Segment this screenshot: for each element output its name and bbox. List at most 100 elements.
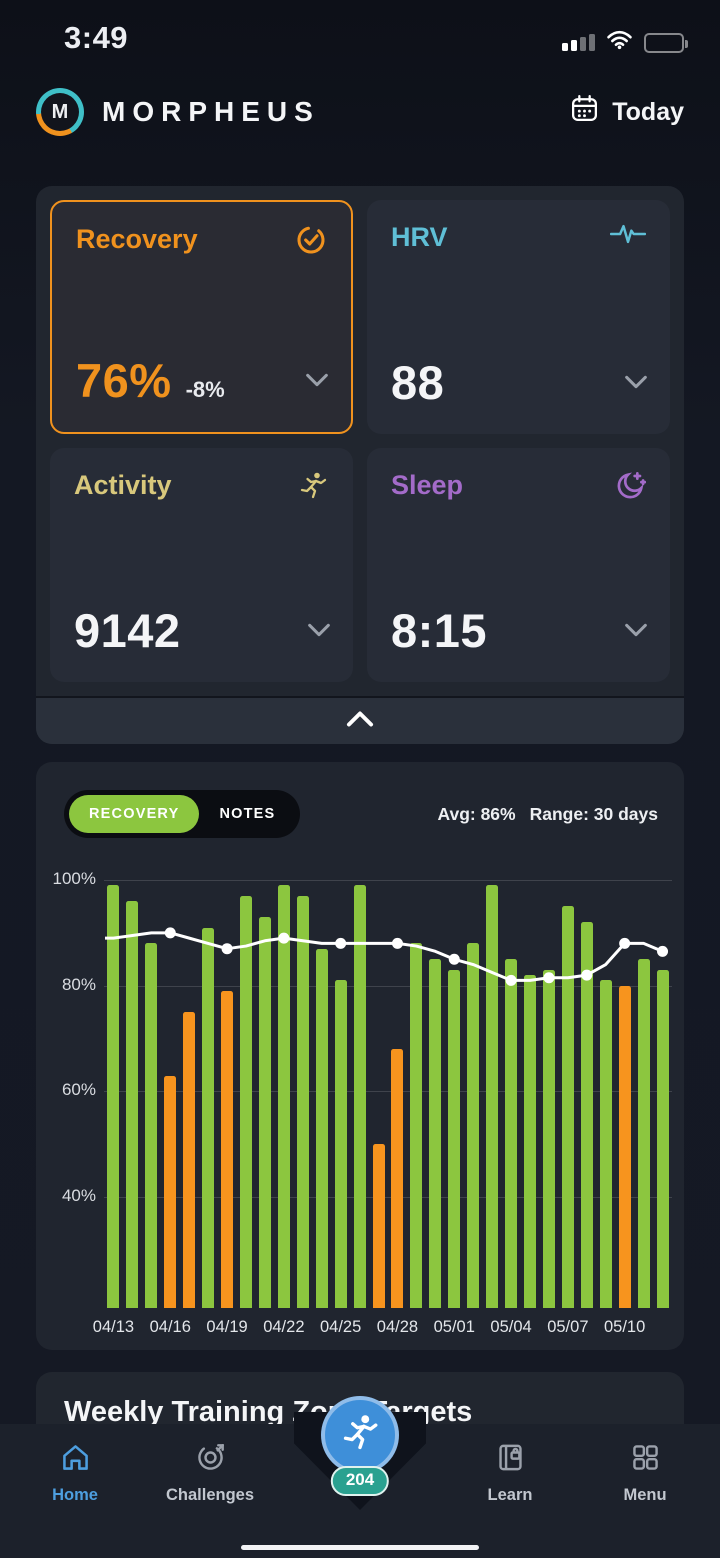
chart-area: 100% 80% 60% 40% 04/13 04/16 04/19 04/22 04/25 04… <box>52 860 672 1352</box>
chart-x-tick-label: 05/04 <box>490 1318 532 1336</box>
chart-bar <box>126 901 139 1308</box>
journal-lock-icon <box>495 1442 526 1478</box>
chart-bar <box>580 922 593 1308</box>
chart-bar <box>656 969 669 1308</box>
chart-bar <box>391 1049 404 1308</box>
pulse-waveform-icon <box>609 222 647 251</box>
home-icon <box>60 1442 91 1478</box>
chevron-down-icon[interactable] <box>307 623 331 642</box>
chart-trend-dot <box>335 937 347 949</box>
chart-bar <box>372 1144 385 1308</box>
nav-label: Home <box>52 1486 98 1504</box>
chart-bar <box>145 943 158 1308</box>
chart-bar <box>202 927 215 1308</box>
collapse-panel-button[interactable] <box>36 696 684 744</box>
chart-trend-dot <box>505 974 517 986</box>
logo-letter: M <box>41 93 79 131</box>
metric-value-row: 9142 <box>74 603 293 658</box>
chart-trend-dot <box>619 937 631 949</box>
chevron-down-icon[interactable] <box>305 373 329 392</box>
nav-label: Learn <box>487 1486 533 1504</box>
chart-trend-dot <box>221 943 233 955</box>
chart-y-tick-label: 60% <box>61 1080 96 1100</box>
metric-card-activity[interactable]: Activity 9142 <box>50 448 353 682</box>
metric-value: 88 <box>391 356 445 409</box>
runner-icon <box>297 470 329 507</box>
metric-label: HRV <box>391 222 448 252</box>
chart-tabs: RECOVERY NOTES <box>64 790 301 838</box>
chart-trend-dot <box>448 953 460 965</box>
chart-x-tick-label: 04/13 <box>92 1318 135 1336</box>
chart-x-tick-label: 05/10 <box>604 1318 646 1336</box>
metric-label: Recovery <box>76 224 198 254</box>
chart-bar <box>353 885 366 1308</box>
chart-panel: RECOVERY NOTES Avg: 86% Range: 30 days 1… <box>36 762 684 1350</box>
chart-bar <box>334 980 347 1308</box>
chart-bar <box>410 943 423 1308</box>
date-selector-button[interactable]: Today <box>569 93 684 131</box>
metric-value: 8:15 <box>391 604 488 657</box>
chart-bar <box>486 885 499 1308</box>
runner-icon <box>339 1412 381 1459</box>
chart-gridline <box>104 1197 672 1199</box>
chart-trend-line <box>105 927 669 986</box>
chart-y-tick-label: 40% <box>61 1186 96 1206</box>
nav-label: Menu <box>623 1486 667 1504</box>
metric-value: 76% <box>76 354 172 407</box>
chart-bar <box>221 990 234 1308</box>
metrics-grid: Recovery 76% -8% HRV <box>36 186 684 696</box>
chart-bar <box>599 980 612 1308</box>
chart-x-tick-label: 04/28 <box>376 1318 419 1336</box>
metric-card-sleep[interactable]: Sleep 8:15 <box>367 448 670 682</box>
chart-x-tick-label: 04/19 <box>206 1318 248 1336</box>
date-selector-label: Today <box>612 97 684 126</box>
metric-label: Sleep <box>391 470 464 500</box>
chart-bar <box>315 948 328 1308</box>
brand: M MORPHEUS <box>36 88 320 136</box>
chevron-down-icon[interactable] <box>624 375 648 394</box>
chart-bar <box>448 969 461 1308</box>
home-indicator[interactable] <box>241 1545 479 1550</box>
quick-action-fab[interactable] <box>321 1396 399 1474</box>
nav-item-challenges[interactable]: Challenges <box>155 1442 265 1505</box>
chart-bar <box>296 895 309 1308</box>
chart-header: RECOVERY NOTES Avg: 86% Range: 30 days <box>64 790 658 838</box>
chart-plot <box>104 880 672 1308</box>
activity-count-badge: 204 <box>330 1466 390 1496</box>
chart-y-tick-label: 80% <box>61 974 96 994</box>
metric-card-hrv[interactable]: HRV 88 <box>367 200 670 434</box>
check-circle-icon <box>295 224 327 261</box>
metric-delta: -8% <box>185 377 225 402</box>
header: M MORPHEUS Today <box>36 84 684 140</box>
chart-stats: Avg: 86% Range: 30 days <box>437 804 658 825</box>
chart-trend-dot <box>278 932 290 944</box>
metric-value-row: 76% -8% <box>76 353 291 408</box>
grid-menu-icon <box>630 1442 661 1478</box>
chart-trend-dot <box>543 972 555 984</box>
chart-x-tick-label: 05/07 <box>547 1318 589 1336</box>
nav-item-home[interactable]: Home <box>20 1442 130 1505</box>
tab-recovery[interactable]: RECOVERY <box>69 795 200 833</box>
moon-stars-icon <box>614 470 647 507</box>
chart-x-tick-label: 05/01 <box>433 1318 475 1336</box>
cellular-signal-icon <box>562 34 595 51</box>
chart-bar <box>240 895 252 1308</box>
tab-notes[interactable]: NOTES <box>199 795 295 833</box>
chart-gridline <box>104 1091 672 1093</box>
metric-value-row: 8:15 <box>391 603 610 658</box>
target-icon <box>195 1442 226 1478</box>
chart-bar <box>524 975 536 1308</box>
nav-item-learn[interactable]: Learn <box>455 1442 565 1505</box>
metrics-panel: Recovery 76% -8% HRV <box>36 186 684 744</box>
metric-value: 9142 <box>74 604 181 657</box>
chevron-down-icon[interactable] <box>624 623 648 642</box>
chart-bar <box>561 906 574 1308</box>
chart-bar <box>467 943 480 1308</box>
metric-label: Activity <box>74 470 172 500</box>
chart-trend-dot <box>657 945 669 957</box>
nav-item-menu[interactable]: Menu <box>590 1442 700 1505</box>
chart-x-tick-label: 04/16 <box>149 1318 191 1336</box>
metric-value-row: 88 <box>391 355 610 410</box>
metric-card-recovery[interactable]: Recovery 76% -8% <box>50 200 353 434</box>
chart-bar <box>429 959 442 1308</box>
